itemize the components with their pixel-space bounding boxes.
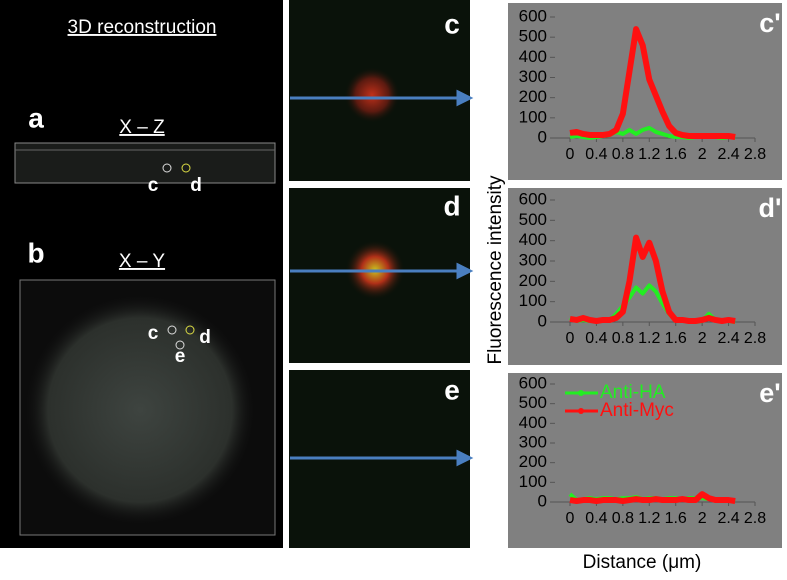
panel-letter: a (28, 102, 44, 133)
x-tick-label: 2.4 (717, 146, 739, 163)
y-tick-label: 0 (538, 127, 547, 146)
x-tick-label: 0 (566, 330, 575, 347)
arrow-head (456, 449, 474, 467)
legend-marker (578, 390, 584, 396)
y-tick-label: 200 (519, 87, 547, 106)
y-axis-label: Fluorescence intensity (485, 175, 506, 365)
x-tick-label: 2.4 (717, 510, 739, 527)
y-tick-label: 300 (519, 67, 547, 86)
xz-view (14, 142, 276, 184)
plot-background (508, 188, 782, 365)
y-tick-label: 100 (519, 291, 547, 310)
view-label: X – Y (119, 251, 165, 272)
arrow-head (456, 89, 474, 107)
series-line (569, 234, 736, 324)
roi-label: d (190, 175, 202, 196)
arrows (290, 89, 474, 467)
x-tick-label: 2 (698, 330, 707, 347)
x-tick-label: 2.4 (717, 330, 739, 347)
y-tick-label: 0 (538, 311, 547, 330)
legend-label: Anti-Myc (600, 400, 674, 421)
y-tick-label: 200 (519, 271, 547, 290)
chart-label: d' (759, 193, 782, 223)
roi-circle (185, 325, 195, 335)
y-tick-label: 0 (538, 491, 547, 510)
x-tick-label: 1.2 (638, 146, 660, 163)
y-tick-label: 600 (519, 189, 547, 208)
y-tick-label: 500 (519, 27, 547, 46)
roi-label: d (199, 327, 211, 348)
view-label: X – Z (119, 117, 165, 138)
spot (344, 67, 400, 123)
x-tick-label: 1.2 (638, 330, 660, 347)
roi-label: c (148, 323, 159, 344)
x-tick-label: 0.4 (585, 330, 607, 347)
x-tick-label: 0 (566, 510, 575, 527)
y-tick-label: 600 (519, 373, 547, 392)
x-axis-label: Distance (μm) (583, 552, 702, 573)
roi-circle (181, 163, 191, 173)
y-tick-label: 300 (519, 432, 547, 451)
roi-circle (175, 340, 185, 350)
plot-background (508, 3, 782, 180)
y-tick-label: 500 (519, 210, 547, 229)
image-letter: c (444, 8, 460, 39)
chart-label: e' (759, 378, 780, 408)
y-tick-label: 400 (519, 230, 547, 249)
panel-letter: b (27, 237, 44, 268)
x-tick-label: 0 (566, 146, 575, 163)
y-tick-label: 100 (519, 107, 547, 126)
cell (25, 295, 255, 525)
y-tick-label: 300 (519, 250, 547, 269)
y-tick-label: 400 (519, 47, 547, 66)
roi-label: e (175, 346, 186, 367)
image-letter: d (443, 190, 460, 221)
x-tick-label: 1.2 (638, 510, 660, 527)
image-letter: e (444, 374, 460, 405)
x-tick-label: 1.6 (665, 330, 687, 347)
series-line (569, 491, 736, 505)
x-tick-label: 0.8 (612, 510, 634, 527)
x-tick-label: 2.8 (744, 146, 766, 163)
roi-circle (162, 163, 172, 173)
x-tick-label: 1.6 (665, 146, 687, 163)
x-tick-label: 2.8 (744, 510, 766, 527)
y-tick-label: 400 (519, 413, 547, 432)
roi-label: c (148, 175, 159, 196)
x-tick-label: 2 (698, 510, 707, 527)
plot-background (508, 373, 782, 548)
x-tick-label: 0.8 (612, 330, 634, 347)
x-tick-label: 0.4 (585, 146, 607, 163)
panel-title: 3D reconstruction (68, 17, 217, 38)
legend-label: Anti-HA (600, 382, 666, 403)
legend-marker (578, 408, 584, 414)
x-tick-label: 2.8 (744, 330, 766, 347)
y-tick-label: 500 (519, 393, 547, 412)
chart-label: c' (759, 8, 780, 38)
y-tick-label: 600 (519, 6, 547, 25)
arrow-head (456, 262, 474, 280)
roi-circle (167, 325, 177, 335)
x-tick-label: 0.8 (612, 146, 634, 163)
y-tick-label: 100 (519, 472, 547, 491)
y-tick-label: 200 (519, 452, 547, 471)
x-tick-label: 0.4 (585, 510, 607, 527)
x-tick-label: 2 (698, 146, 707, 163)
x-tick-label: 1.6 (665, 510, 687, 527)
series-line (569, 26, 736, 140)
